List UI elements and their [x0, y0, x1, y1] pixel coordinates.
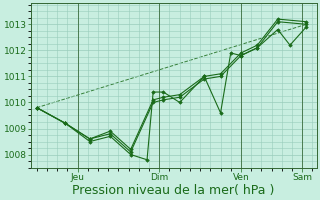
- X-axis label: Pression niveau de la mer( hPa ): Pression niveau de la mer( hPa ): [72, 184, 275, 197]
